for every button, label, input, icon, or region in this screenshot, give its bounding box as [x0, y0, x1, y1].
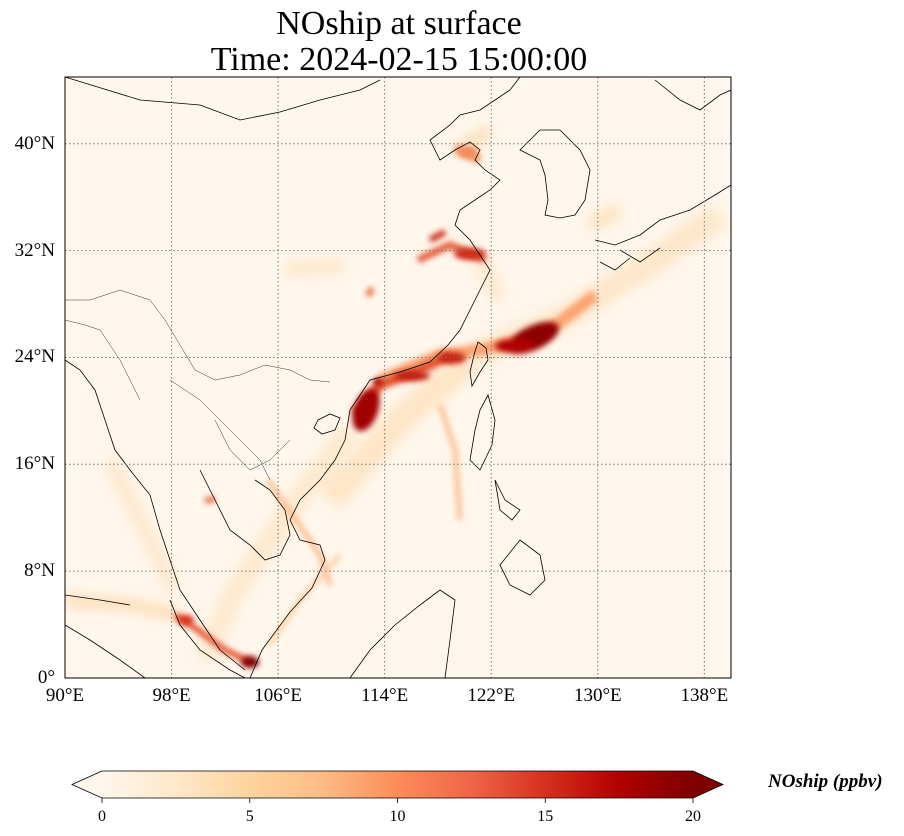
colorbar-extend-max — [693, 771, 723, 798]
lon-tick-label: 98°E — [152, 685, 191, 706]
malay-coast — [65, 594, 246, 678]
lon-tick-label: 138°E — [680, 685, 729, 706]
map-time-subtitle: Time: 2024-02-15 15:00:00 — [210, 41, 588, 78]
colorbar-gradient — [102, 771, 693, 798]
colorbar-tick-label: 20 — [685, 808, 701, 825]
lon-tick-label: 130°E — [573, 685, 622, 706]
hotspots — [178, 146, 559, 668]
sumatra-coast — [65, 624, 146, 678]
colorbar — [71, 770, 724, 803]
lon-tick-label: 114°E — [361, 685, 409, 706]
borneo-coast — [349, 589, 456, 678]
lat-tick-label: 24°N — [14, 346, 55, 368]
map-title: NOship at surface — [276, 5, 522, 42]
lat-tick-label: 8°N — [24, 560, 55, 582]
china-coast — [249, 77, 521, 678]
coastlines — [65, 77, 731, 678]
colorbar-tick-label: 15 — [537, 808, 554, 825]
map-area — [65, 77, 731, 678]
colorbar-extend-min — [72, 771, 102, 798]
gridlines — [65, 77, 731, 678]
hainan-coast — [313, 413, 341, 435]
map-frame — [64, 76, 732, 679]
korea-coast — [519, 129, 591, 219]
philippines-coast — [469, 393, 546, 596]
colorbar-tick-label: 10 — [389, 808, 406, 825]
colorbar-tick-label: 0 — [98, 808, 106, 825]
indochina-coast — [65, 359, 291, 671]
north-border — [65, 77, 381, 121]
lat-tick-label: 16°N — [14, 453, 55, 475]
country-borders — [65, 289, 331, 481]
colorbar-tick-label: 5 — [245, 808, 254, 825]
lon-tick-label: 122°E — [467, 685, 516, 706]
colorbar-label: NOship (ppbv) — [768, 771, 883, 792]
japan-coast — [594, 79, 731, 271]
lat-tick-label: 40°N — [14, 132, 55, 154]
lat-tick-label: 32°N — [14, 239, 55, 261]
colorbar-ticks — [101, 798, 694, 803]
concentration-field — [65, 124, 728, 668]
lat-tick-label: 0° — [37, 667, 55, 688]
lon-tick-label: 106°E — [254, 685, 302, 706]
lon-tick-label: 90°E — [45, 685, 85, 706]
